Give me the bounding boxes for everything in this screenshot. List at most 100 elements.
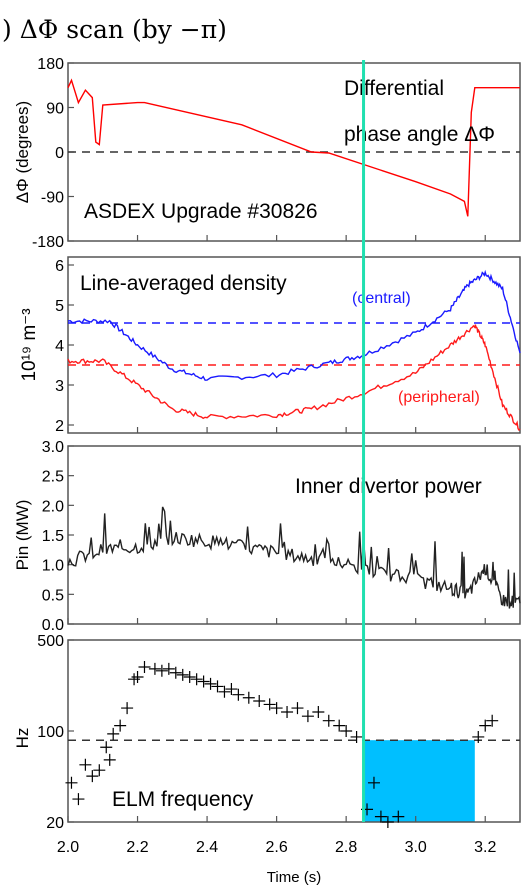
- central-label: (central): [352, 290, 411, 307]
- elm-point: [190, 673, 203, 686]
- elm-point: [281, 705, 294, 718]
- density-yticks: 6 5 4 3 2: [55, 258, 74, 435]
- elm-point: [65, 776, 78, 789]
- power-series: [67, 506, 521, 609]
- phase-annotation-line1: Differential: [344, 77, 444, 100]
- elm-point: [86, 770, 99, 783]
- phase-ylabel: ΔΦ (degrees): [13, 101, 32, 203]
- x-tick-label: 3.2: [474, 839, 496, 856]
- elm-point: [197, 675, 210, 688]
- elm-point: [374, 810, 387, 823]
- y-tick-label: 2.0: [42, 498, 64, 515]
- elm-point: [291, 702, 304, 715]
- y-tick-label: 1.0: [42, 558, 64, 575]
- elm-point: [176, 668, 189, 681]
- elm-point: [340, 725, 353, 737]
- y-tick-label: 4: [55, 338, 64, 355]
- elm-point: [155, 664, 168, 677]
- elm-point: [131, 670, 144, 683]
- y-tick-label: 3.0: [42, 439, 64, 456]
- density-title: Line-averaged density: [80, 272, 287, 295]
- density-series: [67, 269, 521, 432]
- elm-point: [100, 741, 113, 754]
- y-tick-label: 100: [37, 724, 64, 741]
- shot-label: ASDEX Upgrade #30826: [84, 200, 318, 223]
- x-axis: 2.0 2.2 2.4 2.6 2.8 3.0 3.2: [57, 235, 496, 856]
- elm-ylabel: Hz: [13, 728, 32, 749]
- elm-point: [381, 816, 394, 828]
- elm-point: [350, 730, 363, 743]
- elm-point: [270, 702, 283, 715]
- elm-point: [472, 730, 485, 743]
- y-tick-label: -180: [32, 234, 64, 251]
- elm-point: [322, 714, 335, 727]
- elm-panel: Hz 500 100 20 ELM frequency: [13, 633, 521, 832]
- density-ylabel: 10¹⁹ m⁻³: [19, 308, 40, 381]
- elm-point: [148, 662, 161, 675]
- elm-point: [367, 776, 380, 789]
- elm-point: [204, 677, 217, 690]
- elm-highlight: [363, 740, 475, 822]
- density-ref-lines: [68, 322, 520, 366]
- y-tick-label: 180: [37, 56, 64, 73]
- y-tick-label: 5: [55, 298, 64, 315]
- elm-point: [392, 810, 405, 823]
- density-panel: 10¹⁹ m⁻³ 6 5 4 3 2 Line-averaged density (ce…: [19, 256, 521, 435]
- elm-point: [301, 710, 314, 723]
- y-tick-label: 500: [37, 633, 64, 650]
- x-tick-label: 2.2: [126, 839, 148, 856]
- y-tick-label: 3: [55, 378, 64, 395]
- power-title: Inner divertor power: [295, 475, 482, 498]
- y-tick-label: 0.0: [42, 617, 64, 634]
- elm-point: [79, 758, 92, 771]
- power-panel: Pin (MW) 3.0 2.5 2.0 1.5 1.0 0.5 0.0 Inner div…: [13, 439, 521, 634]
- elm-yticks: 500 100 20: [37, 633, 74, 832]
- y-tick-label: 0: [55, 145, 64, 162]
- elm-point: [218, 685, 231, 698]
- figure-title: ) ΔΦ scan (by −π): [2, 15, 227, 44]
- series-line: [67, 506, 521, 609]
- y-tick-label: 1.5: [42, 528, 64, 545]
- elm-point: [138, 661, 151, 674]
- elm-point: [486, 714, 499, 727]
- elm-point: [103, 753, 116, 766]
- power-yticks: 3.0 2.5 2.0 1.5 1.0 0.5 0.0: [42, 439, 74, 634]
- x-axis-label: Time (s): [267, 869, 321, 886]
- elm-point: [162, 662, 175, 675]
- elm-point: [333, 719, 346, 732]
- elm-point: [312, 705, 325, 718]
- elm-point: [72, 793, 85, 806]
- elm-point: [211, 680, 224, 693]
- elm-point: [107, 727, 120, 740]
- elm-point: [93, 764, 106, 777]
- x-tick-label: 2.8: [335, 839, 357, 856]
- elm-point: [263, 698, 276, 711]
- x-tick-label: 3.0: [405, 839, 427, 856]
- y-tick-label: 90: [46, 101, 64, 118]
- power-panel-frame: [67, 445, 521, 625]
- elm-point: [114, 719, 127, 732]
- series-line: [67, 78, 520, 217]
- y-tick-label: -90: [41, 190, 64, 207]
- x-tick-label: 2.4: [196, 839, 218, 856]
- elm-point: [225, 683, 238, 696]
- power-ylabel: Pin (MW): [13, 500, 32, 571]
- elm-point: [479, 719, 492, 732]
- y-tick-label: 2.5: [42, 469, 64, 486]
- peripheral-label: (peripheral): [398, 389, 480, 406]
- elm-point: [128, 673, 141, 686]
- phase-annotation-line2: phase angle ΔΦ: [344, 123, 495, 146]
- y-tick-label: 20: [46, 815, 64, 832]
- phase-yticks: 180 90 0 -90 -180: [32, 56, 74, 251]
- elm-point: [242, 691, 255, 704]
- y-tick-label: 6: [55, 258, 64, 275]
- elm-point: [169, 666, 182, 679]
- series-line: [67, 269, 521, 381]
- elm-point: [183, 670, 196, 683]
- x-tick-label: 2.6: [265, 839, 287, 856]
- phase-series: [67, 78, 520, 217]
- elm-point: [121, 702, 134, 715]
- series-line: [67, 324, 521, 432]
